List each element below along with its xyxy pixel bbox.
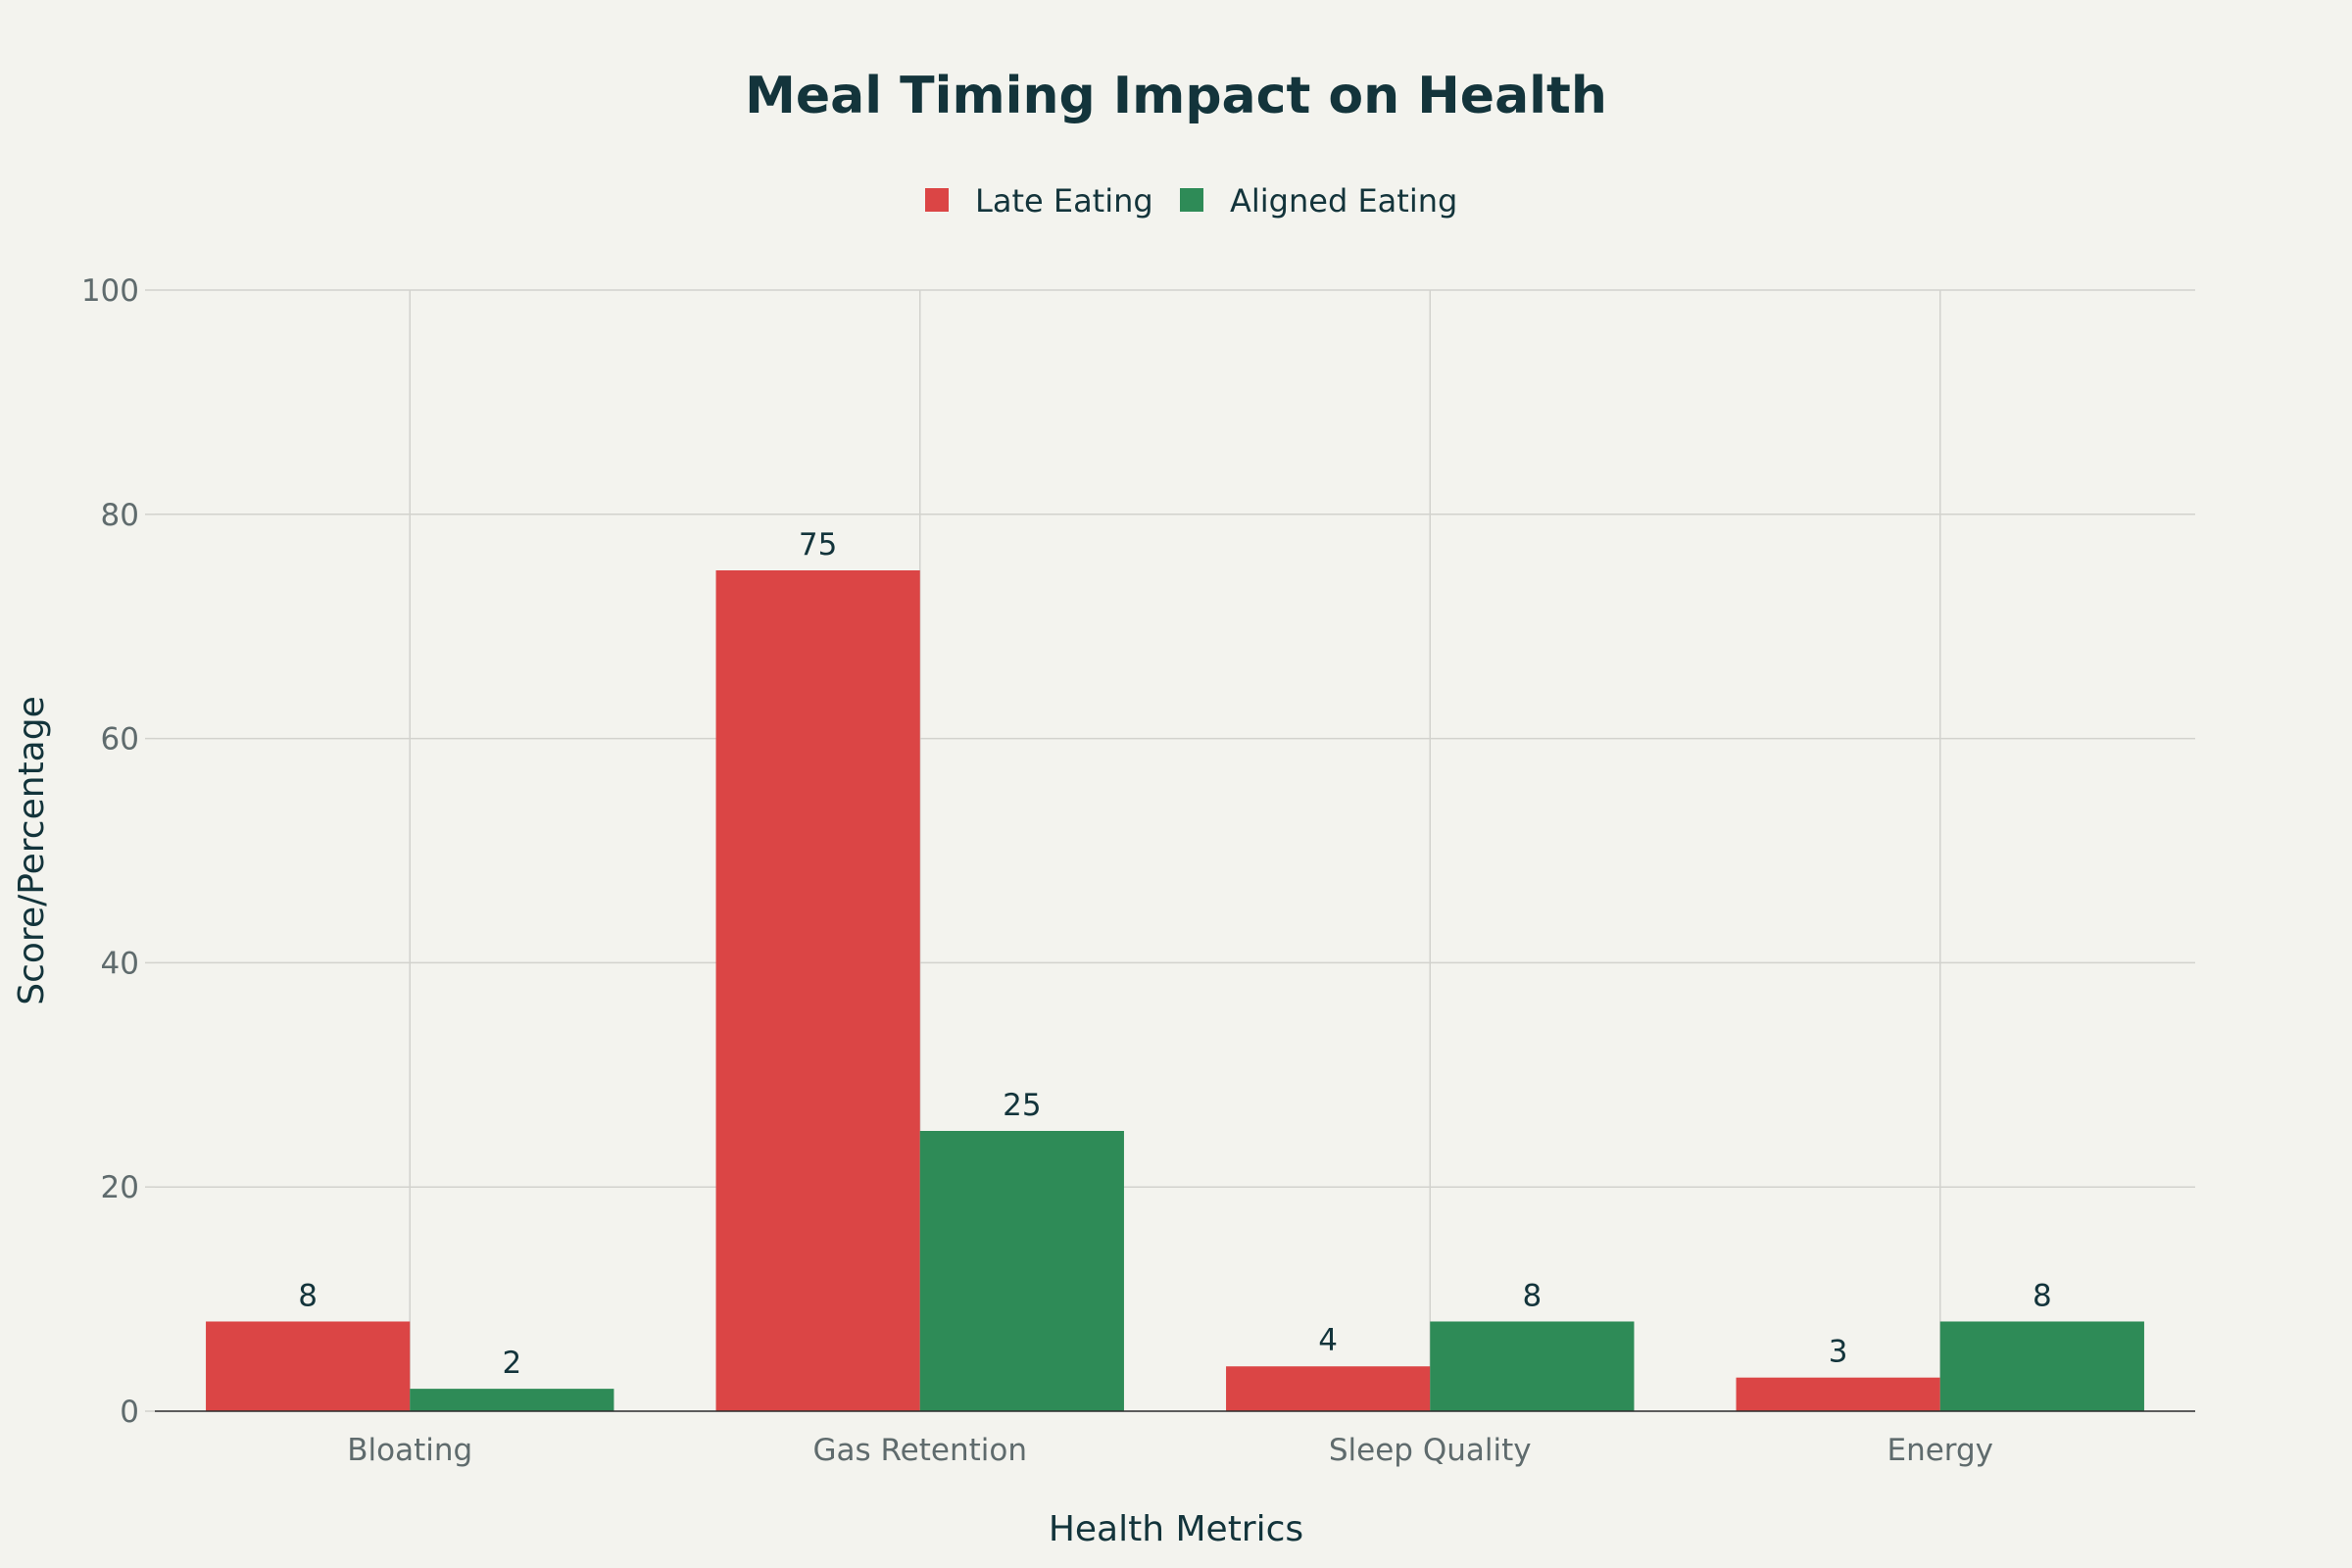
- x-tick-label-sleep-quality: Sleep Quality: [1329, 1433, 1532, 1468]
- legend-label-late-eating: Late Eating: [975, 182, 1153, 220]
- x-axis-label: Health Metrics: [1049, 1509, 1303, 1549]
- y-tick-label-20: 20: [101, 1170, 139, 1205]
- bar-aligned-eating-bloating: [410, 1389, 614, 1411]
- data-label-late-eating-energy: 3: [1829, 1335, 1848, 1370]
- bars: [206, 570, 2144, 1411]
- y-tick-label-60: 60: [101, 722, 139, 758]
- x-tick-label-gas-retention: Gas Retention: [813, 1433, 1028, 1468]
- y-tick-label-80: 80: [101, 498, 139, 533]
- bar-late-eating-sleep-quality: [1226, 1366, 1431, 1411]
- data-label-aligned-eating-bloating: 2: [502, 1346, 521, 1381]
- axis-ticks: 0 20 40 60 80 100 Bloating Gas Retention Sleep Q…: [81, 273, 2195, 1468]
- chart-title: Meal Timing Impact on Health: [745, 67, 1607, 125]
- bar-aligned-eating-sleep-quality: [1430, 1321, 1635, 1411]
- grid-lines: [155, 289, 2195, 1411]
- bar-late-eating-energy: [1736, 1377, 1940, 1411]
- legend-label-aligned-eating: Aligned Eating: [1230, 182, 1457, 220]
- data-labels: 8 2 75 25 4 8 3 8: [298, 527, 2051, 1381]
- legend-swatch-aligned-eating: [1180, 188, 1203, 212]
- bar-aligned-eating-energy: [1939, 1321, 2144, 1411]
- legend: Late Eating Aligned Eating: [925, 182, 1457, 220]
- data-label-late-eating-gas-retention: 75: [799, 527, 837, 563]
- data-label-late-eating-sleep-quality: 4: [1318, 1323, 1338, 1358]
- y-tick-label-0: 0: [120, 1395, 139, 1430]
- data-label-aligned-eating-sleep-quality: 8: [1522, 1278, 1542, 1313]
- data-label-late-eating-bloating: 8: [298, 1278, 318, 1313]
- bar-late-eating-gas-retention: [715, 570, 920, 1411]
- bar-aligned-eating-gas-retention: [919, 1131, 1124, 1411]
- y-axis-label: Score/Percentage: [12, 696, 52, 1004]
- y-tick-label-40: 40: [101, 946, 139, 981]
- y-tick-label-100: 100: [81, 273, 139, 309]
- legend-swatch-late-eating: [925, 188, 949, 212]
- data-label-aligned-eating-gas-retention: 25: [1003, 1088, 1041, 1123]
- x-tick-label-energy: Energy: [1886, 1433, 1993, 1468]
- x-tick-label-bloating: Bloating: [347, 1433, 472, 1468]
- data-label-aligned-eating-energy: 8: [2033, 1278, 2052, 1313]
- bar-late-eating-bloating: [206, 1321, 411, 1411]
